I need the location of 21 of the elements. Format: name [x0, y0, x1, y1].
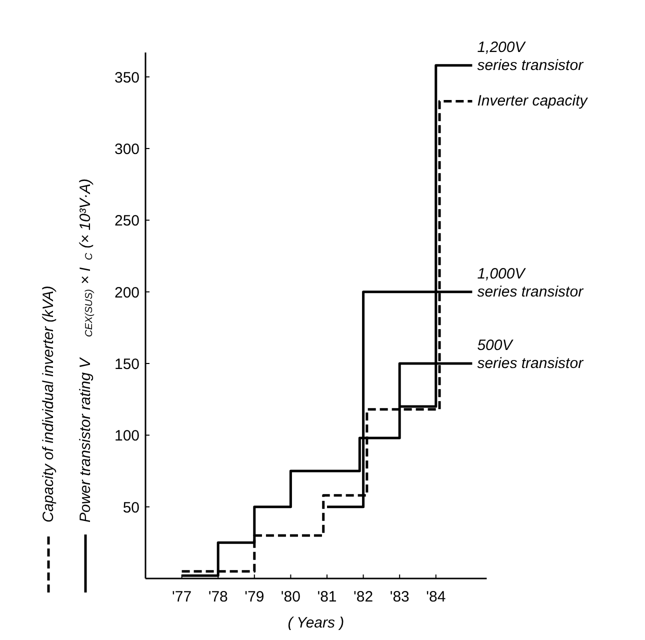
- y-tick-label: 250: [114, 212, 140, 230]
- x-tick-label: '83: [390, 588, 410, 606]
- y-tick-label: 300: [114, 141, 140, 158]
- series-label: Inverter capacity: [477, 92, 589, 110]
- series-label: 500V series transistor: [477, 337, 584, 372]
- series-label: 1,200V series transistor: [477, 38, 584, 74]
- x-tick-label: '80: [280, 588, 300, 606]
- x-tick-label: '82: [354, 588, 374, 606]
- y-tick-label: 200: [114, 284, 140, 302]
- text: Capacity of individual inverter (kVA): [40, 286, 57, 522]
- x-tick-label: '77: [172, 588, 192, 606]
- y-tick-label: 150: [114, 356, 140, 374]
- y-tick-label: 350: [114, 69, 140, 86]
- text: Power transistor rating VCEX(SUS) × IC (× 10³V·A): [77, 178, 95, 522]
- x-tick-label: '84: [426, 588, 446, 606]
- series-label: 1,000V series transistor: [477, 265, 584, 300]
- x-tick-label: '79: [244, 588, 264, 606]
- y-tick-label: 50: [122, 499, 140, 516]
- x-tick-label: '78: [208, 588, 228, 606]
- y-tick-label: 100: [114, 428, 140, 445]
- x-tick-label: '81: [317, 588, 337, 606]
